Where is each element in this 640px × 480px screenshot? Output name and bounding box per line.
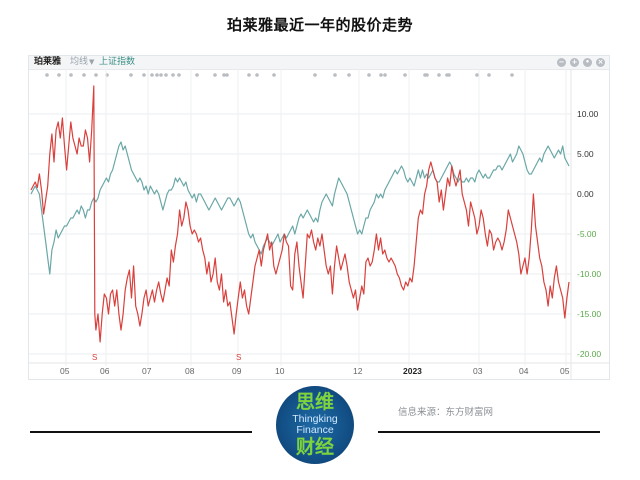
event-dot [425,73,429,77]
event-dot [213,73,217,77]
event-dot [195,73,199,77]
y-tick-label: -10.00 [577,269,601,279]
event-dot [379,73,383,77]
event-dot [247,73,251,77]
event-dot [45,73,49,77]
x-tick-label: 03 [473,366,483,376]
zoom-out-icon[interactable]: − [557,58,566,67]
event-dot [82,73,86,77]
chart-toolbar: 珀莱雅 均线 ▼ 上证指数 − + • × [29,56,609,70]
event-dot [333,73,337,77]
stock-chart-panel: 珀莱雅 均线 ▼ 上证指数 − + • × 10.00 5.00 0.00 -5.00… [28,55,610,380]
logo-text-en-1: Thingking [292,413,338,425]
event-dot [403,73,407,77]
y-tick-label: -20.00 [577,349,601,359]
event-dot [475,73,479,77]
event-dot [155,73,159,77]
ma-dropdown[interactable]: 均线 [70,57,89,67]
divider-right [378,431,600,433]
event-dot [222,73,226,77]
close-icon[interactable]: × [596,58,605,67]
settings-icon[interactable]: • [583,58,592,67]
event-dot [313,73,317,77]
divider-left [30,431,252,433]
stock-name-label: 珀莱雅 [34,57,62,67]
y-tick-label: -15.00 [577,309,601,319]
event-dot [383,73,387,77]
event-dot [255,73,259,77]
logo-text-en-2: Finance [296,424,334,436]
x-tick-label: 10 [275,366,285,376]
event-dot [225,73,229,77]
chart-title: 珀莱雅最近一年的股价走势 [226,16,413,34]
x-tick-label: 09 [232,366,242,376]
event-dot [129,73,133,77]
event-dot [150,73,154,77]
event-dot [447,73,451,77]
event-dot [177,73,181,77]
x-tick-label: 06 [100,366,110,376]
y-tick-label: -5.00 [577,229,597,239]
x-tick-label: 07 [142,366,152,376]
compare-index-link[interactable]: 上证指数 [99,57,136,67]
x-tick-label: 08 [185,366,195,376]
chevron-down-icon[interactable]: ▼ [89,58,95,66]
event-dot [487,73,491,77]
event-dot [367,73,371,77]
y-tick-label: 5.00 [577,149,594,159]
thinking-finance-logo: 思维 Thingking Finance 财经 [276,386,354,464]
split-marker: S [92,353,97,362]
x-tick-label: 12 [353,366,363,376]
line-chart[interactable]: 10.00 5.00 0.00 -5.00 -10.00 -15.00 -20.00 05 06… [29,56,609,379]
event-dot [347,73,351,77]
logo-text-bottom: 财经 [295,436,334,458]
x-tick-label: 04 [519,366,529,376]
x-tick-label: 05 [560,366,570,376]
event-dot [272,73,276,77]
y-tick-label: 0.00 [577,189,594,199]
zoom-in-icon[interactable]: + [570,58,579,67]
event-dot [57,73,61,77]
stock-line [30,85,570,343]
event-dot [142,73,146,77]
event-dot [159,73,163,77]
event-dot [164,73,168,77]
split-marker: S [236,353,241,362]
x-tick-label: 2023 [403,366,422,376]
logo-text-top: 思维 [295,391,334,413]
event-dot [69,73,73,77]
y-tick-label: 10.00 [577,109,599,119]
event-dot [171,73,175,77]
event-dot [437,73,441,77]
x-tick-label: 05 [60,366,70,376]
event-dot [510,73,514,77]
source-attribution: 信息来源：东方财富网 [398,407,494,418]
event-dot [94,73,98,77]
index-line [30,141,570,275]
